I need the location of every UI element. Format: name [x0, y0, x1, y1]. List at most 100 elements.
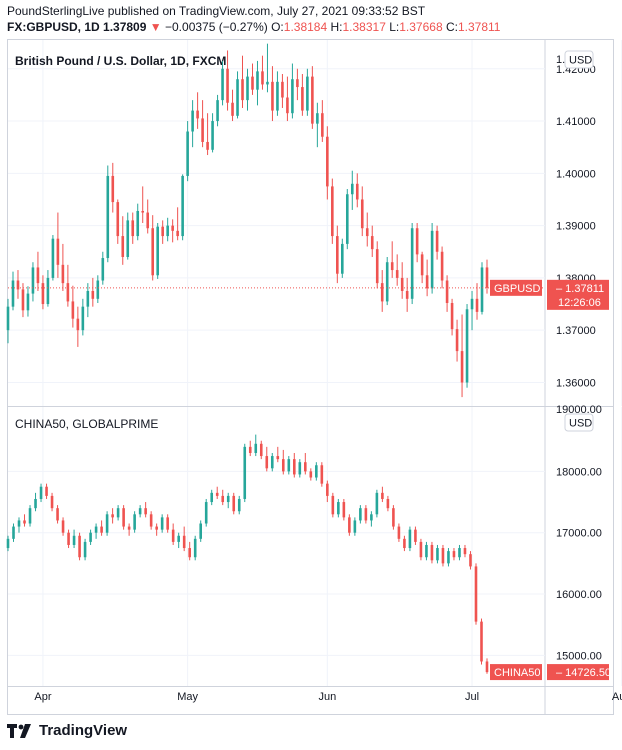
candle-body	[61, 520, 65, 533]
x-tick-label: Jun	[318, 691, 336, 703]
candle-body	[425, 275, 429, 289]
candle-body	[133, 514, 136, 530]
candle-body	[6, 306, 10, 331]
candle-body	[311, 76, 314, 124]
change-arrow-icon: ▼	[149, 20, 162, 34]
candle-body	[320, 465, 324, 484]
candle-body	[296, 79, 299, 88]
candle-body	[450, 302, 454, 330]
pane-title: CHINA50, GLOBALPRIME	[15, 417, 158, 431]
footer: TradingView	[7, 722, 127, 739]
candle-body	[321, 113, 324, 137]
candle-body	[196, 110, 199, 119]
candle-body	[341, 243, 344, 274]
candle-body	[395, 270, 399, 278]
candle-body	[236, 79, 239, 116]
candle-body	[116, 508, 120, 518]
candle-body	[204, 502, 208, 524]
candle-body	[470, 298, 474, 310]
y-tick-label: 1.36000	[556, 377, 596, 389]
ohlc-legend: FX:GBPUSD, 1D 1.37809 ▼ −0.00375 (−0.27%…	[7, 20, 500, 34]
candle-body	[326, 136, 329, 187]
candle-body	[465, 309, 469, 383]
symbol-price-tag	[490, 279, 542, 296]
candle-body	[201, 118, 204, 142]
candle-body	[359, 508, 362, 521]
y-tick-label-clipped: 1.	[556, 54, 565, 66]
close-value: 1.37811	[457, 20, 501, 34]
candle-body	[353, 520, 357, 533]
candle-body	[397, 526, 401, 539]
candle-body	[254, 443, 258, 453]
candle-body	[156, 226, 159, 276]
candle-body	[248, 446, 252, 453]
candle-body	[380, 283, 384, 302]
candle-body	[452, 551, 456, 558]
candle-body	[171, 225, 174, 231]
candle-body	[287, 459, 291, 472]
candle-body	[392, 508, 395, 527]
candle-body	[155, 526, 158, 530]
candle-body	[12, 526, 15, 539]
candle-body	[385, 262, 389, 302]
candle-body	[345, 194, 349, 244]
y-tick-label: 1.39000	[556, 221, 596, 233]
candle-body	[440, 251, 444, 281]
candle-body	[161, 226, 164, 237]
candle-body	[436, 548, 439, 561]
candle-body	[131, 220, 135, 237]
candle-body	[138, 508, 142, 515]
candle-body	[116, 202, 120, 237]
high-label: H:	[330, 20, 343, 34]
candle-body	[111, 175, 115, 203]
symbol-label: FX:GBPUSD, 1D	[7, 20, 100, 34]
candle-body	[301, 87, 304, 111]
candle-body	[181, 175, 184, 237]
candle-body	[315, 465, 318, 478]
candle-body	[365, 228, 369, 237]
candle-body	[251, 76, 254, 90]
y-tick-label: 15000.00	[556, 650, 602, 662]
candle-body	[100, 526, 103, 533]
candle-body	[46, 277, 50, 305]
candle-body	[71, 301, 75, 319]
candle-body	[210, 492, 214, 503]
candle-body	[121, 236, 125, 257]
candle-body	[21, 289, 25, 311]
candle-body	[83, 541, 87, 558]
high-value: 1.38317	[342, 20, 386, 34]
x-tick-label: May	[177, 691, 198, 703]
candle-body	[390, 262, 394, 271]
candle-body	[17, 520, 21, 527]
candle-body	[425, 544, 428, 558]
candle-body	[177, 535, 180, 542]
candle-body	[149, 514, 153, 527]
candle-body	[36, 267, 40, 284]
candle-body	[232, 495, 236, 512]
candle-body	[430, 230, 434, 289]
candle-body	[50, 495, 54, 509]
candle-body	[410, 228, 414, 299]
chart-frame	[7, 39, 614, 715]
candle-body	[66, 283, 70, 302]
candle-body	[86, 290, 90, 307]
y-tick-label: 17000.00	[556, 528, 602, 540]
candle-body	[144, 508, 147, 515]
candle-body	[226, 68, 229, 103]
x-tick-label: Aug	[612, 691, 622, 703]
candle-body	[386, 498, 390, 509]
y-tick-label: 16000.00	[556, 589, 602, 601]
candle-body	[186, 131, 189, 176]
y-tick-label-clipped: 19000.00	[556, 404, 602, 416]
y-tick-label: 1.41000	[556, 116, 596, 128]
candle-body	[141, 210, 145, 213]
candle-body	[271, 81, 274, 111]
candle-body	[199, 523, 203, 539]
candle-body	[176, 230, 179, 237]
candle-body	[106, 175, 110, 259]
candle-body	[31, 267, 35, 294]
candle-body	[94, 526, 98, 533]
candle-body	[111, 514, 114, 518]
candle-body	[146, 212, 150, 229]
